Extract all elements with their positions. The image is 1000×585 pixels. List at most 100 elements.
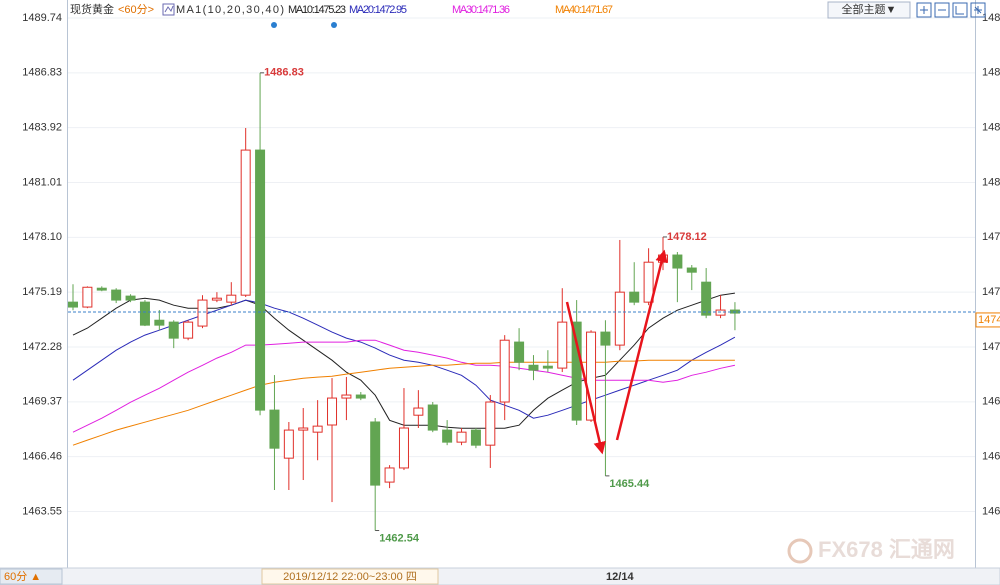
candle-body (255, 149, 266, 411)
candle-body (168, 321, 179, 339)
candle-body (614, 291, 625, 346)
candle-body (557, 321, 568, 369)
ma-line (72, 359, 735, 446)
y2-tick-label: 1475.19 (982, 286, 1000, 298)
y-tick-label: 1475.19 (22, 286, 62, 298)
candle-body (96, 287, 107, 291)
y-tick-label: 1478.10 (22, 231, 62, 243)
period-button[interactable] (0, 568, 63, 585)
candle-body (701, 281, 712, 316)
candle-body (542, 365, 553, 369)
candle-body (197, 299, 208, 327)
y2-tick-label: 1481.01 (982, 176, 1000, 188)
candle-body (442, 429, 453, 443)
candle-body (298, 427, 309, 431)
candle-body (485, 401, 496, 446)
indicator-label: MA1(10,20,30,40) (176, 4, 284, 16)
reset[interactable] (952, 2, 968, 18)
y-tick-label: 1472.28 (22, 341, 62, 353)
y2-tick-label: 1469.37 (982, 396, 1000, 408)
event-dot[interactable] (331, 22, 337, 28)
y2-tick-label: 1486.83 (982, 67, 1000, 79)
candle-body (370, 421, 381, 486)
high-label: 1478.12 (667, 231, 707, 243)
candle-body (586, 331, 597, 421)
last-price-box (975, 312, 1000, 328)
candle-body (600, 331, 611, 346)
candle-body (643, 261, 654, 303)
theme-button-label: 全部主题▼ (842, 2, 897, 16)
candle-body (68, 301, 78, 308)
crosshair-box (261, 568, 439, 585)
period-button-label: 60分 ▲ (4, 570, 41, 583)
candle-body (269, 409, 280, 449)
candle-body (514, 341, 525, 363)
legend-entry: MA20:1472.95 (349, 4, 407, 16)
low-label: 1465.44 (609, 478, 650, 490)
y-tick-label: 1481.01 (22, 176, 62, 188)
y2-tick-label: 1478.10 (982, 231, 1000, 243)
low-label: 1462.54 (379, 532, 420, 544)
drawn-arrow (615, 249, 668, 441)
instrument: 现货黄金 (70, 2, 114, 16)
crosshair-label: 2019/12/12 22:00~23:00 四 (283, 571, 417, 583)
last-price-label: 1474.14 (978, 314, 1000, 326)
legend-entry: MA10:1475.23 (288, 4, 346, 16)
ma-line (72, 339, 736, 433)
drawn-arrow (565, 301, 606, 455)
event-dot[interactable] (271, 22, 277, 28)
watermark-logo (787, 538, 813, 564)
candle-body (211, 297, 222, 301)
indicator-icon-glyph (164, 5, 174, 13)
candle-body (499, 339, 510, 403)
x-tick-label: 12/14 (606, 571, 634, 583)
candle-body (528, 364, 539, 371)
watermark: FX678 汇通网 (818, 537, 955, 562)
candle-body (571, 321, 582, 421)
time-axis-bar (0, 567, 1000, 585)
candle-body (413, 407, 424, 416)
y2-tick-label: 1489.74 (982, 12, 1000, 24)
y-tick-label: 1489.74 (22, 12, 62, 24)
y-tick-label: 1483.92 (22, 122, 62, 134)
candle-body (686, 267, 697, 273)
candle-body (240, 149, 251, 296)
settings[interactable] (970, 2, 986, 18)
candle-body (427, 404, 438, 431)
candle-body (672, 254, 683, 269)
legend-entry: MA40:1471.67 (555, 4, 613, 16)
toolbar-icons (916, 2, 986, 18)
candle-body (312, 425, 323, 433)
zoom-in[interactable] (916, 2, 932, 18)
y-tick-label: 1463.55 (22, 505, 62, 517)
candle-body (125, 295, 136, 301)
y-tick-label: 1486.83 (22, 67, 62, 79)
y-tick-label: 1466.46 (22, 451, 62, 463)
candle-body (327, 397, 338, 426)
settings-glyph (974, 6, 982, 14)
indicator-icon[interactable] (162, 3, 175, 16)
candle-body (226, 294, 237, 303)
theme-button[interactable] (827, 1, 911, 19)
zoom-out[interactable] (934, 2, 950, 18)
candle-body (470, 429, 481, 446)
candle-body (139, 301, 150, 326)
reset-glyph (955, 6, 964, 15)
y2-tick-label: 1472.28 (982, 341, 1000, 353)
y2-tick-label: 1463.55 (982, 505, 1000, 517)
candle-body (398, 427, 409, 469)
y2-tick-label: 1483.92 (982, 122, 1000, 134)
candle-body (183, 321, 194, 339)
legend-entry: MA30:1471.36 (452, 4, 510, 16)
candle-body (341, 394, 352, 399)
candle-body (384, 467, 395, 483)
candle-body (355, 394, 366, 399)
candle-body (111, 289, 122, 301)
candle-body (154, 319, 165, 326)
y2-tick-label: 1466.46 (982, 451, 1000, 463)
candle-body (82, 286, 93, 308)
period: <60分> (118, 3, 154, 16)
y-tick-label: 1469.37 (22, 396, 62, 408)
high-label: 1486.83 (264, 67, 304, 79)
